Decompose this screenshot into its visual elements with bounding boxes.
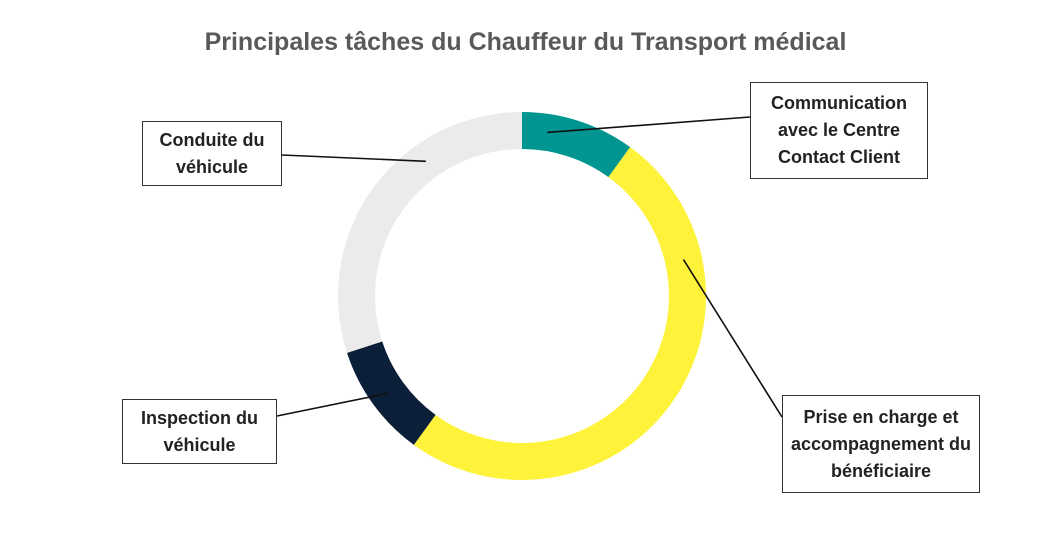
callout-inspection-text: Inspection du véhicule (141, 407, 258, 455)
slice-communication (522, 112, 631, 178)
leader-communication (547, 116, 751, 134)
leader-prise-en-charge (682, 259, 783, 418)
slice-prise-en-charge (413, 147, 706, 480)
leader-inspection (276, 392, 389, 417)
callout-inspection: Inspection du véhicule (122, 399, 277, 464)
callout-communication: Communication avec le Centre Contact Cli… (750, 82, 928, 179)
callout-prise-en-charge: Prise en charge et accompagnement du bén… (782, 395, 980, 493)
leader-conduite (281, 154, 426, 163)
callout-prise-en-charge-text: Prise en charge et accompagnement du bén… (790, 406, 972, 481)
chart-title: Principales tâches du Chauffeur du Trans… (204, 28, 847, 56)
callout-conduite: Conduite du véhicule (142, 121, 282, 186)
callout-conduite-text: Conduite du véhicule (159, 129, 265, 177)
slice-inspection (347, 341, 436, 445)
slice-conduite (338, 112, 522, 353)
callout-communication-text: Communication avec le Centre Contact Cli… (770, 93, 907, 167)
